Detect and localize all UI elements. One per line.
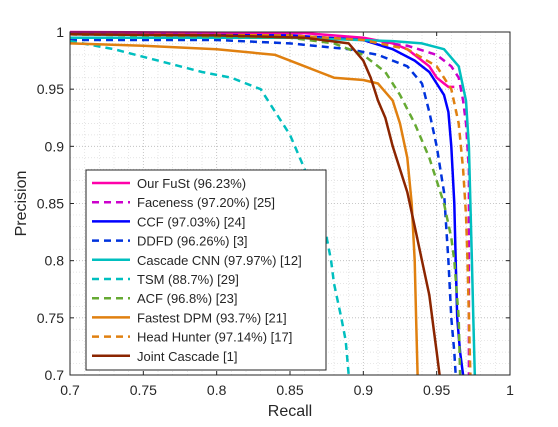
legend-label: Head Hunter (97.14%) [17] (137, 330, 292, 345)
legend-label: Our FuSt (96.23%) (137, 176, 246, 191)
y-axis-label: Precision (13, 171, 30, 237)
series-line (69, 33, 441, 376)
legend-label: Fastest DPM (93.7%) [21] (137, 310, 287, 325)
series-line (69, 33, 472, 376)
ticks: 0.7 0.75 0.8 0.85 0.9 0.95 1 0.7 0.75 0.8 0.85 0.9 0… (37, 24, 514, 398)
y-tick-label: 0.75 (37, 310, 64, 326)
y-tick-label: 0.8 (45, 253, 65, 269)
x-tick-label: 0.8 (207, 382, 227, 398)
legend: Our FuSt (96.23%) Faceness (97.20%) [25] C… (85, 169, 327, 371)
y-tick-label: 0.85 (37, 196, 64, 212)
y-tick-label: 0.95 (37, 81, 64, 97)
x-axis-label: Recall (268, 403, 312, 420)
series-line (69, 39, 350, 376)
legend-box (85, 169, 327, 371)
x-tick-label: 0.9 (354, 382, 374, 398)
series-line (69, 33, 462, 376)
series-line (70, 36, 477, 376)
series-line (69, 30, 455, 89)
y-tick-label: 0.9 (45, 138, 65, 154)
series-lines (69, 30, 477, 376)
x-tick-label: 0.7 (60, 382, 80, 398)
x-tick-label: 0.75 (130, 382, 157, 398)
series-line (69, 42, 419, 376)
legend-label: Faceness (97.20%) [25] (137, 195, 275, 210)
y-tick-label: 1 (56, 24, 64, 40)
x-tick-label: 0.95 (423, 382, 450, 398)
legend-label: DDFD (96.26%) [3] (137, 234, 248, 249)
series-line (70, 38, 457, 376)
legend-label: Cascade CNN (97.97%) [12] (137, 253, 302, 268)
legend-label: ACF (96.8%) [23] (137, 291, 237, 306)
legend-label: CCF (97.03%) [24] (137, 214, 245, 229)
y-tick-label: 0.7 (45, 367, 65, 383)
x-tick-label: 1 (506, 382, 514, 398)
legend-label: TSM (88.7%) [29] (137, 272, 239, 287)
legend-label: Joint Cascade [1] (137, 349, 237, 364)
x-tick-label: 0.85 (276, 382, 303, 398)
